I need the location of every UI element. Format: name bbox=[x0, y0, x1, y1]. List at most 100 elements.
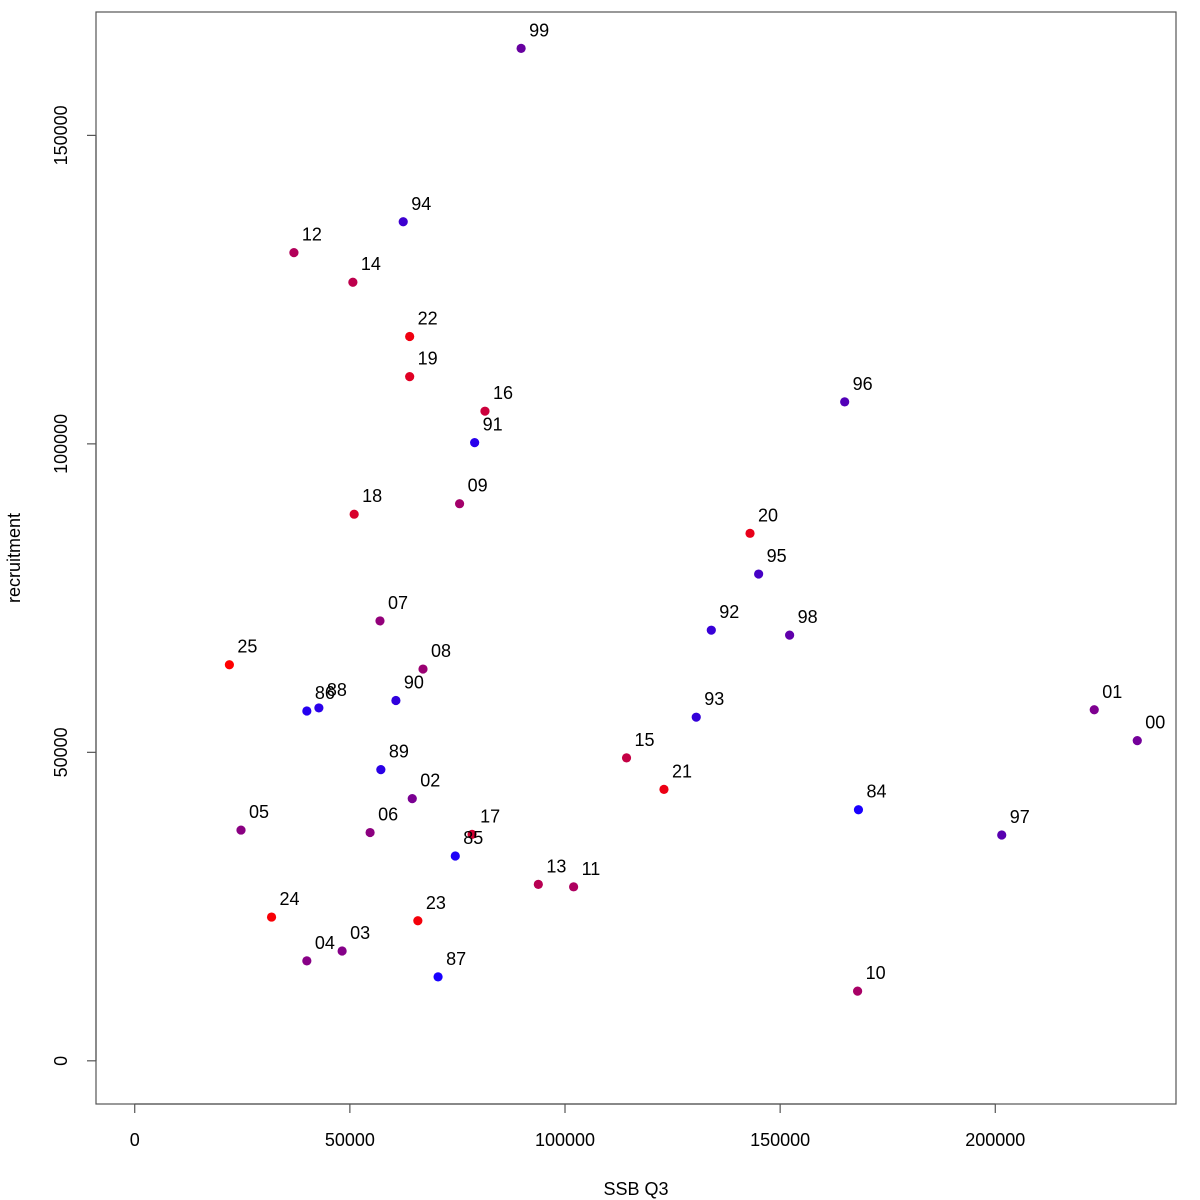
y-axis: 0 50000 100000 150000 bbox=[51, 105, 97, 1066]
data-point-label: 04 bbox=[315, 933, 335, 953]
data-point bbox=[418, 664, 428, 674]
data-point-label: 96 bbox=[853, 374, 873, 394]
y-axis-title: recruitment bbox=[4, 513, 24, 603]
x-axis: 0 50000 100000 150000 200000 bbox=[130, 1103, 1025, 1150]
data-point-label: 18 bbox=[362, 486, 382, 506]
data-point bbox=[659, 784, 669, 794]
data-point bbox=[391, 695, 401, 706]
data-point-label: 01 bbox=[1102, 682, 1122, 702]
data-point-label: 07 bbox=[388, 593, 408, 613]
data-point-label: 00 bbox=[1145, 713, 1165, 733]
data-point bbox=[516, 43, 526, 54]
data-point bbox=[348, 277, 358, 287]
data-point bbox=[337, 946, 347, 956]
data-point-label: 13 bbox=[546, 856, 566, 876]
data-point-label: 24 bbox=[280, 889, 300, 909]
data-point bbox=[840, 397, 850, 407]
x-tick-label: 150000 bbox=[750, 1130, 810, 1150]
data-point bbox=[852, 986, 863, 996]
data-point bbox=[533, 879, 543, 889]
data-point bbox=[785, 630, 795, 640]
data-points bbox=[224, 43, 1142, 996]
data-point-label: 93 bbox=[704, 689, 724, 709]
data-point bbox=[621, 753, 632, 763]
data-point-label: 98 bbox=[798, 607, 818, 627]
data-point-label: 90 bbox=[404, 673, 424, 693]
data-point-label: 86 bbox=[315, 683, 335, 703]
data-point-label: 99 bbox=[529, 20, 549, 40]
data-point-labels: 84 85 86 87 88 89 90 91 92 93 94 95 96 97 98 99 00 01 02 03… bbox=[237, 20, 1165, 983]
data-point bbox=[569, 882, 579, 892]
data-point bbox=[224, 660, 234, 670]
data-point-label: 25 bbox=[237, 637, 257, 657]
x-tick-label: 100000 bbox=[535, 1130, 595, 1150]
data-point-label: 15 bbox=[635, 730, 655, 750]
x-tick-label: 200000 bbox=[965, 1130, 1025, 1150]
x-tick-label: 50000 bbox=[325, 1130, 375, 1150]
data-point-label: 97 bbox=[1010, 807, 1030, 827]
data-point-label: 02 bbox=[420, 771, 440, 791]
y-tick-label: 50000 bbox=[51, 727, 71, 777]
data-point bbox=[470, 438, 480, 448]
data-point-label: 14 bbox=[361, 254, 381, 274]
data-point-label: 95 bbox=[767, 546, 787, 566]
y-tick-label: 0 bbox=[51, 1056, 71, 1066]
data-point bbox=[413, 916, 423, 926]
data-point bbox=[745, 528, 755, 538]
x-axis-title: SSB Q3 bbox=[603, 1179, 668, 1199]
data-point bbox=[376, 765, 386, 775]
data-point-label: 12 bbox=[302, 225, 322, 245]
data-point bbox=[433, 972, 443, 982]
data-point-label: 92 bbox=[719, 602, 739, 622]
x-tick-label: 0 bbox=[130, 1130, 140, 1150]
data-point bbox=[302, 956, 312, 966]
data-point bbox=[480, 406, 490, 416]
data-point bbox=[467, 829, 477, 839]
data-point-label: 85 bbox=[463, 828, 483, 848]
data-point-label: 88 bbox=[327, 680, 347, 700]
data-point bbox=[375, 616, 385, 626]
data-point-label: 20 bbox=[758, 505, 778, 525]
data-point-label: 84 bbox=[866, 782, 886, 802]
data-point-label: 11 bbox=[582, 859, 601, 879]
data-point bbox=[407, 794, 417, 804]
data-point bbox=[450, 851, 460, 861]
data-point bbox=[853, 805, 864, 815]
data-point bbox=[314, 703, 324, 713]
data-point-label: 16 bbox=[493, 383, 513, 403]
data-point bbox=[454, 499, 465, 509]
data-point bbox=[1132, 736, 1142, 746]
data-point bbox=[365, 827, 375, 838]
data-point bbox=[349, 509, 359, 519]
data-point bbox=[706, 625, 716, 635]
data-point-label: 08 bbox=[431, 641, 451, 661]
data-point bbox=[754, 569, 764, 579]
data-point bbox=[691, 712, 701, 722]
data-point bbox=[302, 706, 312, 716]
data-point bbox=[266, 912, 277, 922]
data-point-label: 09 bbox=[468, 476, 488, 496]
data-point bbox=[405, 331, 415, 342]
data-point-label: 03 bbox=[350, 923, 370, 943]
data-point-label: 19 bbox=[418, 349, 438, 369]
data-point bbox=[1089, 705, 1099, 715]
data-point-label: 17 bbox=[480, 806, 500, 826]
data-point-label: 10 bbox=[866, 963, 886, 983]
data-point-label: 05 bbox=[249, 802, 269, 822]
data-point-label: 94 bbox=[411, 194, 431, 214]
data-point bbox=[289, 248, 299, 258]
data-point-label: 06 bbox=[378, 805, 398, 825]
data-point-label: 89 bbox=[389, 742, 409, 762]
data-point bbox=[236, 825, 246, 835]
data-point-label: 91 bbox=[483, 415, 503, 435]
data-point-label: 21 bbox=[672, 761, 692, 781]
data-point bbox=[398, 217, 408, 227]
data-point-label: 22 bbox=[418, 309, 438, 329]
data-point bbox=[405, 372, 415, 382]
y-tick-label: 150000 bbox=[51, 105, 71, 165]
data-point bbox=[997, 830, 1007, 840]
data-point-label: 23 bbox=[426, 893, 446, 913]
data-point-label: 87 bbox=[446, 949, 466, 969]
